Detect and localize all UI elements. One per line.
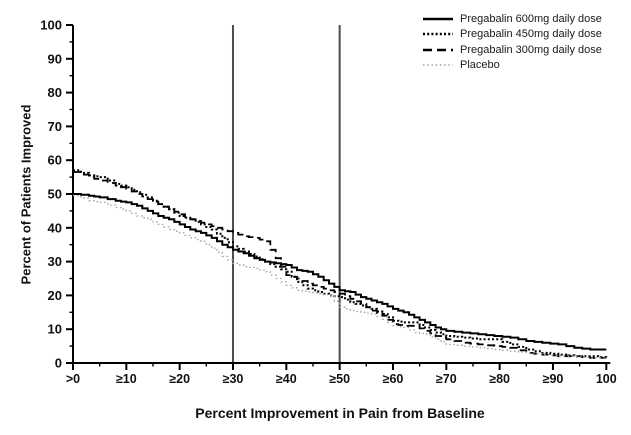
x-tick-label: ≥10 xyxy=(116,372,137,386)
legend-swatch-dashed-icon xyxy=(423,48,453,51)
legend-swatch-solid-icon xyxy=(423,17,453,20)
legend-label: Pregabalin 450mg daily dose xyxy=(460,28,602,41)
legend-item-pregabalin-450mg-daily-dose: Pregabalin 450mg daily dose xyxy=(422,27,602,43)
x-tick-label: ≥40 xyxy=(276,372,297,386)
x-tick-label: ≥90 xyxy=(543,372,564,386)
y-tick-label: 50 xyxy=(48,187,62,202)
y-tick-label: 30 xyxy=(48,254,62,269)
series-line-pregabalin-300mg-daily-dose xyxy=(73,171,607,359)
y-tick-label: 20 xyxy=(48,288,62,303)
x-axis-title: Percent Improvement in Pain from Baselin… xyxy=(195,405,485,421)
series-line-pregabalin-600mg-daily-dose xyxy=(73,193,607,351)
y-tick-label: 80 xyxy=(48,85,62,100)
x-tick-label: ≥20 xyxy=(169,372,190,386)
x-tick-label: 100 xyxy=(596,372,617,386)
y-tick-label: 0 xyxy=(55,356,62,371)
legend-label: Pregabalin 300mg daily dose xyxy=(460,43,602,56)
series-line-placebo xyxy=(73,195,607,359)
series-line-pregabalin-450mg-daily-dose xyxy=(73,169,608,359)
x-tick-label: ≥80 xyxy=(489,372,510,386)
x-tick-label: ≥60 xyxy=(383,372,404,386)
y-tick-label: 60 xyxy=(48,153,62,168)
legend: Pregabalin 600mg daily dose Pregabalin 45… xyxy=(422,11,602,73)
y-tick-label: 90 xyxy=(48,51,62,66)
x-tick-label: ≥70 xyxy=(436,372,457,386)
legend-label: Pregabalin 600mg daily dose xyxy=(460,12,602,25)
x-tick-label: ≥50 xyxy=(329,372,350,386)
y-tick-label: 70 xyxy=(48,119,62,134)
y-tick-label: 100 xyxy=(40,18,62,33)
legend-item-pregabalin-600mg-daily-dose: Pregabalin 600mg daily dose xyxy=(422,11,602,27)
legend-swatch-fine-dotted-icon xyxy=(423,64,453,66)
y-tick-label: 40 xyxy=(48,220,62,235)
legend-item-pregabalin-300mg-daily-dose: Pregabalin 300mg daily dose xyxy=(422,42,602,58)
legend-label: Placebo xyxy=(460,59,500,72)
x-tick-label: >0 xyxy=(66,372,80,386)
legend-item-placebo: Placebo xyxy=(422,58,602,74)
y-tick-label: 10 xyxy=(48,322,62,337)
x-tick-label: ≥30 xyxy=(223,372,244,386)
y-axis-title: Percent of Patients Improved xyxy=(18,104,34,285)
legend-swatch-dense-dotted-icon xyxy=(423,33,453,36)
